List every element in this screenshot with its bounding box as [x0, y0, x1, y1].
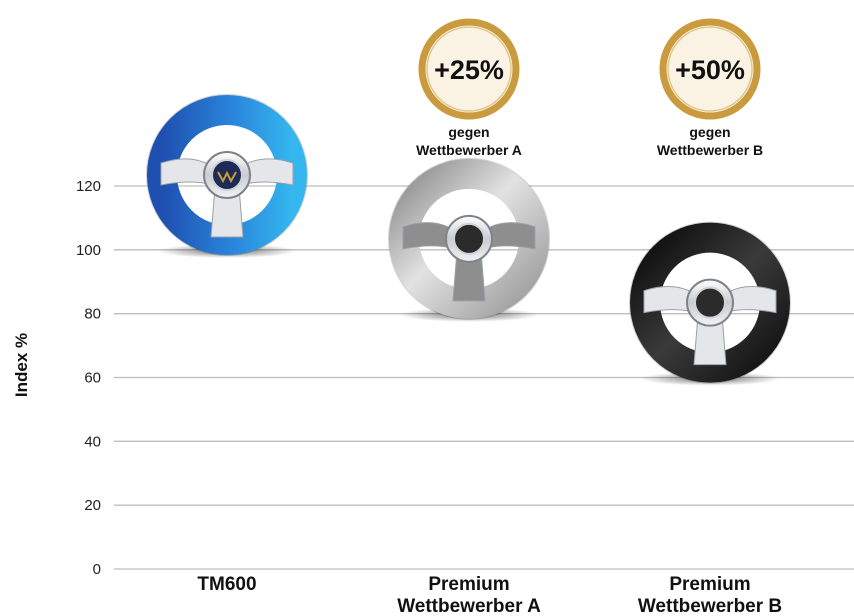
badge-value: +25%	[434, 55, 504, 85]
brand-logo-icon	[217, 170, 237, 184]
y-tick-label: 40	[84, 433, 101, 450]
y-axis-ticks: 0 20 40 60 80 100 120	[76, 178, 101, 578]
badge-inner-ring	[426, 26, 512, 112]
wheel-rim-edge	[388, 157, 550, 320]
category-label: Wettbewerber B	[638, 596, 782, 616]
wheel-rim-edge	[146, 94, 308, 256]
y-tick-label: 0	[93, 561, 101, 578]
data-points	[146, 94, 791, 386]
y-tick-label: 20	[84, 497, 101, 514]
percentage-badge: +25% gegen Wettbewerber A	[416, 18, 522, 158]
badge-value: +50%	[675, 55, 745, 85]
badge-caption: gegen	[448, 124, 489, 140]
wheel-rim-edge	[629, 221, 791, 384]
y-axis-label: Index %	[12, 333, 31, 397]
wheel-hub-center	[694, 286, 726, 319]
category-label: Wettbewerber A	[397, 596, 541, 616]
badge-inner-ring	[667, 26, 753, 112]
category-label: Premium	[428, 574, 509, 595]
badge-caption: Wettbewerber A	[416, 142, 522, 158]
percentage-badge: +50% gegen Wettbewerber B	[657, 18, 763, 158]
black-steering-wheel-icon	[629, 221, 791, 386]
badge-circle	[418, 18, 520, 120]
silver-steering-wheel-icon	[388, 157, 550, 322]
y-tick-label: 60	[84, 370, 101, 387]
category-label: TM600	[197, 574, 256, 595]
badge-circle	[659, 18, 761, 120]
y-tick-label: 80	[84, 306, 101, 323]
annotation-badges: +25% gegen Wettbewerber A +50% gegen Wettbewe…	[416, 18, 763, 158]
y-tick-label: 120	[76, 178, 101, 195]
badge-caption: gegen	[689, 124, 730, 140]
wheel-hub-center	[453, 222, 485, 255]
blue-steering-wheel-icon	[146, 94, 308, 258]
category-label: Premium	[669, 574, 750, 595]
y-tick-label: 100	[76, 242, 101, 259]
badge-caption: Wettbewerber B	[657, 142, 763, 158]
